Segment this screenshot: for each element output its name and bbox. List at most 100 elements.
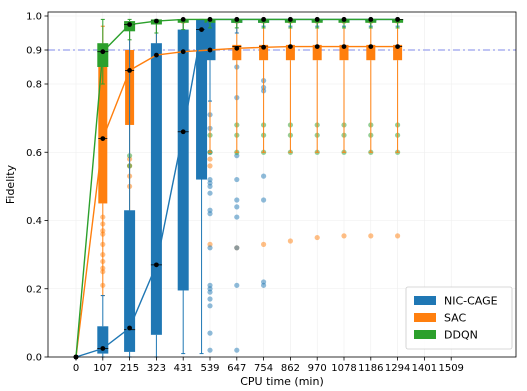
x-axis: 0 107 215 323 431 539 647 754 862 970 1078 1186 1294…: [73, 357, 464, 374]
box-iqr: [285, 44, 295, 61]
outlier-point: [207, 347, 213, 353]
x-tick-label: 323: [147, 363, 166, 374]
mean-marker: [261, 17, 266, 22]
mean-marker: [100, 136, 106, 142]
mean-marker: [314, 17, 320, 22]
box-iqr: [196, 19, 208, 180]
box-iqr: [393, 44, 403, 61]
outlier-point: [234, 214, 240, 220]
x-tick-label: 107: [93, 363, 112, 374]
y-tick-label: 0.4: [26, 216, 42, 227]
mean-marker: [288, 44, 293, 49]
outlier-point: [261, 197, 267, 203]
mean-marker: [199, 27, 204, 32]
mean-marker: [288, 17, 293, 22]
y-tick-label: 0.0: [26, 353, 42, 364]
box-iqr: [312, 44, 322, 61]
mean-marker: [127, 325, 132, 331]
box-iqr: [124, 210, 136, 352]
series-sac-mean: [73, 44, 400, 360]
mean-marker: [341, 44, 347, 49]
x-tick-label: 1294: [385, 363, 410, 374]
outlier-point: [395, 233, 401, 239]
mean-marker: [154, 52, 159, 58]
mean-marker: [207, 47, 213, 53]
mean-marker: [154, 262, 159, 268]
mean-marker: [368, 44, 374, 49]
mean-marker: [207, 17, 213, 22]
x-tick-label: 862: [281, 363, 300, 374]
mean-marker: [314, 44, 320, 49]
box-iqr: [366, 44, 376, 61]
outlier-point: [368, 233, 374, 239]
outlier-point: [207, 289, 213, 295]
x-tick-label: 431: [174, 363, 193, 374]
box-iqr: [97, 326, 109, 354]
box-iqr: [259, 44, 269, 61]
series-ddqn-mean: [73, 17, 400, 360]
box-iqr: [339, 44, 349, 61]
outlier-point: [234, 347, 240, 353]
x-tick-label: 0: [73, 363, 79, 374]
outlier-point: [207, 163, 213, 169]
x-tick-label: 1509: [438, 363, 463, 374]
plot-area: [73, 17, 404, 360]
y-tick-label: 0.9: [26, 46, 42, 57]
outlier-point: [207, 330, 213, 336]
outlier-point: [207, 245, 213, 251]
x-tick-label: 754: [254, 363, 273, 374]
y-tick-label: 0.6: [26, 148, 42, 159]
mean-marker: [234, 17, 240, 22]
outlier-point: [314, 234, 320, 241]
y-tick-label: 0.8: [26, 80, 42, 91]
legend-swatch-ddqn: [414, 330, 436, 339]
y-tick-label: 0.2: [26, 284, 42, 295]
outlier-point: [234, 245, 240, 251]
outlier-point: [234, 204, 240, 210]
legend-label-ddqn: DDQN: [444, 329, 478, 342]
mean-marker: [154, 18, 159, 24]
mean-marker: [395, 44, 400, 49]
x-tick-label: 1078: [331, 363, 356, 374]
x-tick-label: 539: [200, 363, 219, 374]
y-tick-label: 1.0: [26, 12, 42, 23]
mean-marker: [180, 129, 186, 135]
outlier-point: [261, 241, 267, 247]
legend-label-sac: SAC: [444, 312, 467, 325]
outlier-point: [207, 156, 213, 162]
outlier-point: [234, 282, 240, 288]
legend-label-nic-cage: NIC-CAGE: [444, 295, 498, 308]
x-tick-label: 215: [120, 363, 139, 374]
legend: NIC-CAGE SAC DDQN: [405, 286, 513, 350]
y-axis-label: Fidelity: [4, 164, 17, 204]
outlier-point: [261, 282, 267, 288]
mean-marker: [127, 68, 132, 73]
box-iqr: [150, 43, 162, 335]
mean-marker: [127, 22, 132, 27]
x-tick-label: 970: [308, 363, 327, 374]
x-tick-label: 1401: [412, 363, 437, 374]
outlier-point: [207, 183, 213, 189]
legend-swatch-nic-cage: [414, 296, 436, 305]
mean-marker: [341, 17, 347, 22]
outlier-point: [234, 176, 240, 183]
x-tick-label: 1186: [358, 363, 383, 374]
mean-marker: [180, 49, 186, 55]
outlier-point: [261, 173, 267, 179]
mean-marker: [234, 45, 240, 51]
y-axis: 0.0 0.2 0.4 0.6 0.8 0.9 1.0: [26, 12, 48, 364]
box-iqr: [177, 29, 189, 291]
outlier-point: [207, 190, 213, 196]
outlier-point: [207, 211, 213, 217]
mean-marker: [261, 44, 266, 50]
mean-marker: [395, 17, 400, 22]
x-axis-label: CPU time (min): [240, 375, 324, 388]
outlier-point: [207, 296, 213, 302]
plot-frame: [47, 11, 517, 358]
mean-marker: [180, 17, 186, 22]
outlier-point: [287, 238, 293, 244]
box-iqr: [232, 44, 242, 61]
legend-swatch-sac: [414, 313, 436, 322]
outlier-point: [341, 233, 347, 239]
